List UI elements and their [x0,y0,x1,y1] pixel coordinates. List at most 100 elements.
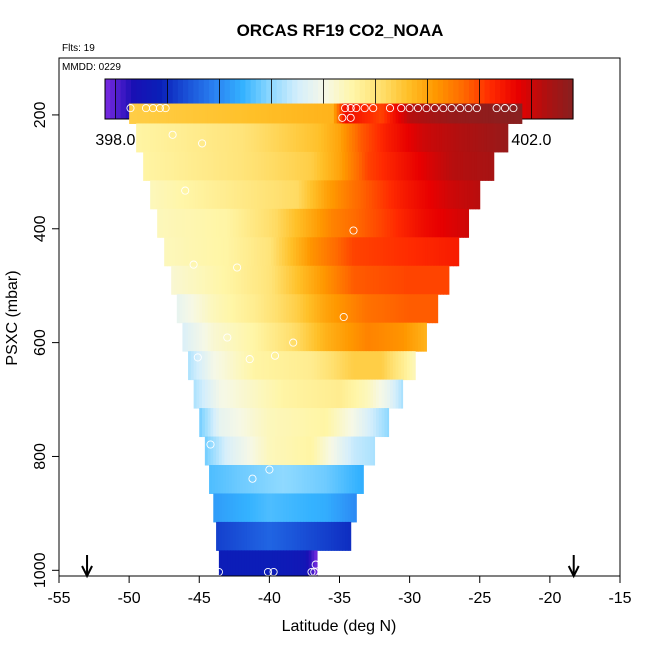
heatmap-cell [409,322,413,352]
heatmap-cell [159,208,164,238]
heatmap-cell [439,123,443,153]
heatmap-cell [339,408,343,438]
heatmap-cell [342,322,346,352]
heatmap-cell [457,208,461,238]
heatmap-cell [489,123,493,153]
heatmap-cell [342,351,346,381]
flight-end-markers [81,555,580,579]
heatmap-cell [282,123,286,153]
colorbar-swatch [162,79,168,119]
heatmap-cell [314,493,318,523]
heatmap-cell [237,465,241,494]
heatmap-cell [174,103,178,124]
heatmap-cell [179,265,183,295]
heatmap-cell [289,550,293,576]
heatmap-cell [375,351,380,381]
heatmap-cell [405,123,409,153]
heatmap-cell [213,103,217,124]
heatmap-cell [404,265,408,295]
heatmap-cell [242,465,247,494]
heatmap-cell [238,408,242,438]
heatmap-cell [213,379,217,409]
heatmap-cell [246,265,251,295]
heatmap-cell [345,493,349,523]
heatmap-cell [280,436,284,466]
heatmap-cell [188,294,192,324]
heatmap-cell [266,408,270,438]
colorbar-swatch [443,79,449,119]
heatmap-cell [157,151,161,181]
heatmap-cell [252,151,256,181]
heatmap-cell [171,208,175,238]
heatmap-cell [399,237,404,267]
heatmap-cell [361,351,366,381]
heatmap-cell [342,294,346,324]
heatmap-cell [290,465,294,494]
heatmap-cell [430,180,434,210]
heatmap-cell [297,208,301,238]
heatmap-cell [277,322,282,352]
heatmap-cell [322,493,326,523]
heatmap-cell [402,180,406,210]
heatmap-cell [394,180,398,210]
heatmap-cell [318,123,322,153]
heatmap-cell [367,408,371,438]
heatmap-cell [432,208,436,238]
x-tick-label: -45 [188,590,211,607]
heatmap-cell [317,322,321,352]
heatmap-cell [496,103,500,124]
colorbar-swatch [562,79,569,119]
heatmap-cell [366,180,370,210]
colorbar-swatch [183,79,189,119]
heatmap-cell [284,237,289,267]
heatmap-cell [199,408,203,438]
heatmap-cell [238,493,242,523]
colorbar-swatch [266,79,272,119]
heatmap-cell [283,379,287,409]
heatmap-cell [284,180,289,210]
heatmap-cell [467,123,471,153]
heatmap-cell [277,493,282,523]
heatmap-cell [287,237,291,267]
colorbar-swatch [380,79,387,119]
heatmap-cell [216,436,220,466]
heatmap-cell [397,123,401,153]
heatmap-cell [349,237,353,267]
heatmap-cell [249,294,254,324]
colorbar-tick-label: 398.0 [95,132,135,149]
heatmap-cell [364,151,369,181]
heatmap-cell [384,208,388,238]
heatmap-cell [409,208,413,238]
colorbar-swatch [125,79,132,119]
heatmap-cell [397,180,401,210]
heatmap-cell [218,151,223,181]
heatmap-cell [245,180,249,210]
heatmap-cell [308,151,312,181]
heatmap-cell [231,237,235,267]
heatmap-cell [159,103,164,124]
heatmap-cell [192,237,196,267]
heatmap-cell [326,465,331,494]
heatmap-cell [269,103,273,124]
heatmap-cell [416,237,420,267]
heatmap-cell [326,123,331,153]
colorbar-swatch [365,79,371,119]
heatmap-cell [505,103,509,124]
heatmap-cell [297,351,301,381]
heatmap-cell [447,123,451,153]
heatmap-cell [161,180,165,210]
colorbar-swatch [250,79,257,119]
heatmap-cell [389,103,394,124]
heatmap-cell [266,550,270,576]
heatmap-cell [220,180,224,210]
heatmap-cell [311,379,315,409]
heatmap-cell [378,294,383,324]
heatmap-cell [375,379,380,409]
heatmap-cell [265,465,269,494]
heatmap-cell [331,103,335,124]
heatmap-cell [364,294,369,324]
heatmap-cell [317,436,321,466]
y-axis-label: PSXC (mbar) [4,270,21,365]
heatmap-cell [329,180,333,210]
heatmap-cell [235,550,240,576]
